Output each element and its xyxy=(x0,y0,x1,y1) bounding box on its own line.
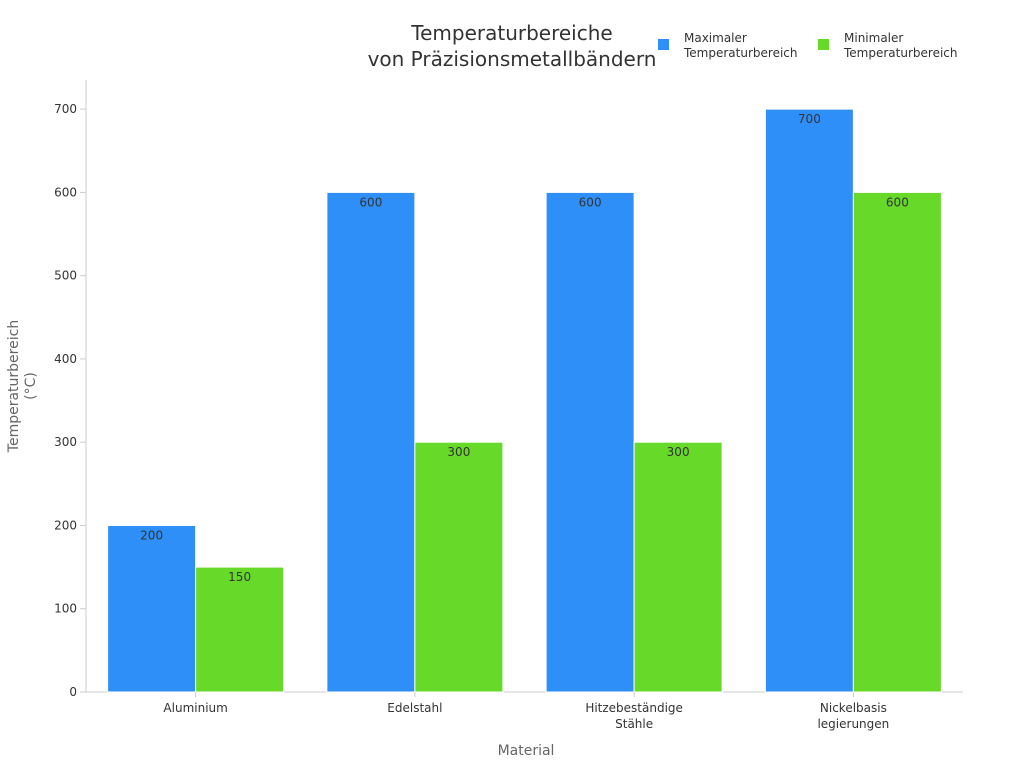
y-tick-label-5: 500 xyxy=(54,269,77,283)
bars xyxy=(107,108,942,693)
bar-series-0-category-1 xyxy=(326,191,416,693)
x-axis-label: Material xyxy=(498,743,555,759)
legend-swatch-max xyxy=(658,39,669,50)
chart-title-line-1: Temperaturbereiche xyxy=(410,21,612,45)
x-tick-label-3-line-0: Nickelbasis xyxy=(820,701,887,715)
bar-series-0-category-0 xyxy=(107,524,197,693)
legend-label-max-line-1: Maximaler xyxy=(684,31,747,45)
bar-value-label-series-0-category-0: 200 xyxy=(140,528,163,542)
legend-label-min-line-1: Minimaler xyxy=(844,31,903,45)
bar-value-label-series-1-category-0: 150 xyxy=(228,570,251,584)
chart-title-line-2: von Präzisionsmetallbändern xyxy=(368,47,657,71)
x-tick-label-2-line-1: Stähle xyxy=(615,717,653,731)
y-tick-labels: 0 100 200 300 400 500 600 700 xyxy=(54,102,86,699)
x-tick-label-2-line-0: Hitzebeständige xyxy=(585,701,683,715)
y-tick-label-7: 700 xyxy=(54,102,77,116)
bar-series-0-category-2 xyxy=(545,191,635,693)
bar-value-label-series-0-category-1: 600 xyxy=(359,195,382,209)
y-tick-label-4: 400 xyxy=(54,352,77,366)
x-tick-label-1-line-0: Edelstahl xyxy=(387,701,442,715)
y-tick-label-0: 0 xyxy=(69,685,77,699)
x-tick-label-3-line-1: legierungen xyxy=(817,717,889,731)
y-axis-label: Temperaturbereich (°C) xyxy=(6,320,39,453)
bar-series-1-category-0 xyxy=(195,566,285,693)
bar-value-label-series-1-category-1: 300 xyxy=(447,445,470,459)
bar-value-label-series-1-category-3: 600 xyxy=(886,195,909,209)
bar-series-0-category-3 xyxy=(764,108,854,693)
bar-value-label-series-0-category-3: 700 xyxy=(798,112,821,126)
y-tick-label-2: 200 xyxy=(54,518,77,532)
bar-series-1-category-3 xyxy=(852,191,942,693)
legend: Maximaler Temperaturbereich Minimaler Te… xyxy=(658,31,957,60)
y-axis-label-line-1: Temperaturbereich xyxy=(6,320,22,453)
y-tick-label-3: 300 xyxy=(54,435,77,449)
bar-value-label-series-1-category-2: 300 xyxy=(667,445,690,459)
legend-label-min-line-2: Temperaturbereich xyxy=(843,46,957,60)
y-tick-label-6: 600 xyxy=(54,185,77,199)
bar-series-1-category-1 xyxy=(414,441,504,693)
y-tick-label-1: 100 xyxy=(54,602,77,616)
x-tick-labels: Aluminium Edelstahl Hitzebeständige Stähle N… xyxy=(163,692,889,731)
bar-labels: 200 150 600 300 600 300 700 600 xyxy=(140,112,909,584)
y-axis-label-line-2: (°C) xyxy=(23,372,39,400)
legend-swatch-min xyxy=(818,39,829,50)
bar-value-label-series-0-category-2: 600 xyxy=(579,195,602,209)
x-tick-label-0-line-0: Aluminium xyxy=(163,701,227,715)
bar-series-1-category-2 xyxy=(633,441,723,693)
legend-label-max-line-2: Temperaturbereich xyxy=(683,46,797,60)
chart-title: Temperaturbereiche von Präzisionsmetallb… xyxy=(368,21,657,71)
